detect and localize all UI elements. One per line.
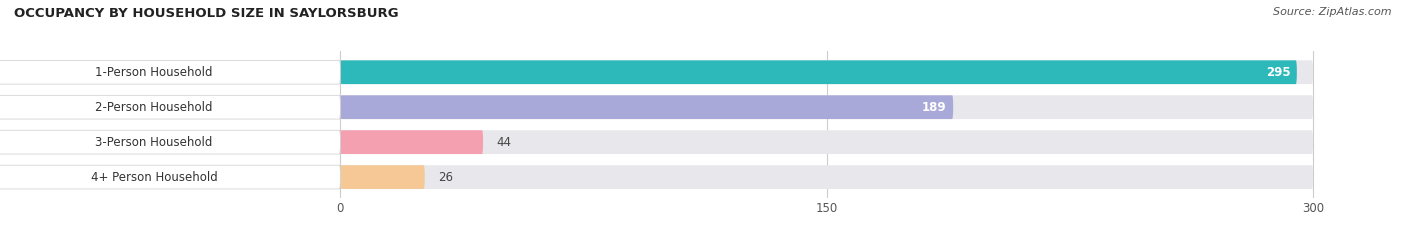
FancyBboxPatch shape <box>340 60 1296 84</box>
FancyBboxPatch shape <box>0 165 340 189</box>
Text: 3-Person Household: 3-Person Household <box>96 136 212 149</box>
FancyBboxPatch shape <box>0 130 340 154</box>
FancyBboxPatch shape <box>0 95 340 119</box>
FancyBboxPatch shape <box>340 165 1313 189</box>
FancyBboxPatch shape <box>340 130 1313 154</box>
FancyBboxPatch shape <box>340 130 484 154</box>
Text: 44: 44 <box>496 136 510 149</box>
FancyBboxPatch shape <box>340 95 1313 119</box>
Text: OCCUPANCY BY HOUSEHOLD SIZE IN SAYLORSBURG: OCCUPANCY BY HOUSEHOLD SIZE IN SAYLORSBU… <box>14 7 399 20</box>
Text: 295: 295 <box>1265 66 1291 79</box>
Text: 4+ Person Household: 4+ Person Household <box>90 171 218 184</box>
Text: 1-Person Household: 1-Person Household <box>96 66 212 79</box>
Text: 26: 26 <box>437 171 453 184</box>
FancyBboxPatch shape <box>340 60 1313 84</box>
FancyBboxPatch shape <box>340 165 425 189</box>
FancyBboxPatch shape <box>0 60 340 84</box>
FancyBboxPatch shape <box>340 95 953 119</box>
Text: 2-Person Household: 2-Person Household <box>96 101 212 114</box>
Text: Source: ZipAtlas.com: Source: ZipAtlas.com <box>1274 7 1392 17</box>
Text: 189: 189 <box>922 101 946 114</box>
